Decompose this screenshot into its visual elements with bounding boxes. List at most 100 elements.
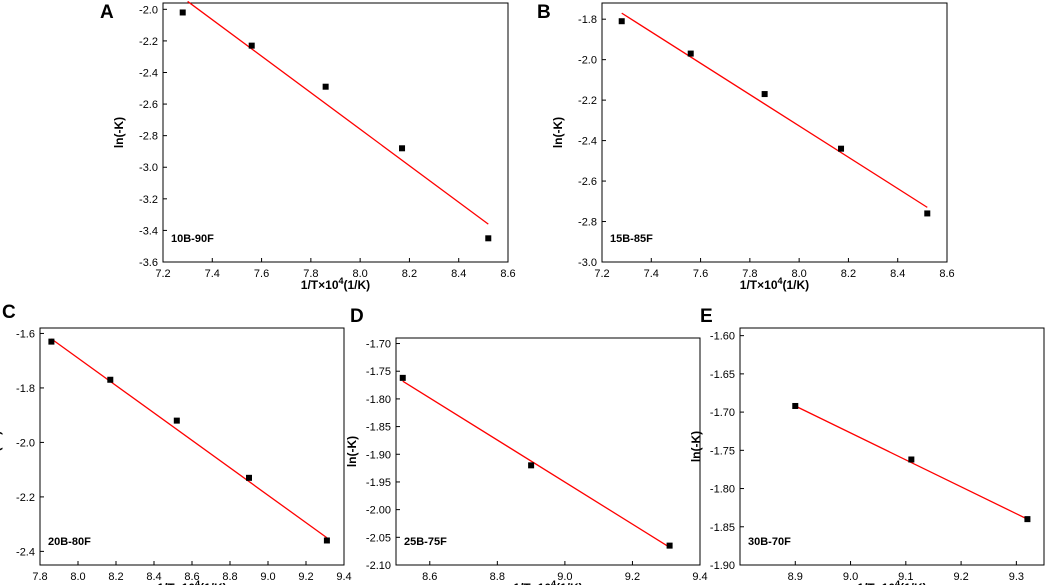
- panel-a-ytick-label: -3.2: [139, 194, 158, 206]
- panel-b-ytick-label: -3.0: [578, 257, 597, 269]
- panel-a-ytick-label: -3.6: [139, 257, 158, 269]
- panel-e-x-axis-label-main: 1/T×10: [857, 581, 895, 585]
- panel-d-ytick-label: -2.00: [366, 505, 391, 517]
- panel-e-fit-line: [794, 405, 1028, 520]
- panel-b-ytick-label: -2.4: [578, 136, 597, 148]
- panel-d-ytick-label: -2.10: [366, 560, 391, 572]
- panel-c-x-axis-label-unit: (1/K): [200, 581, 227, 585]
- panel-b-xtick-label: 7.2: [594, 268, 609, 280]
- panel-d-ytick-label: -1.95: [366, 477, 391, 489]
- panel-a-ytick-label: -3.4: [139, 225, 158, 237]
- panel-d-data-point: [666, 542, 673, 549]
- panel-a-data-point: [485, 235, 492, 242]
- panel-d-frame: [395, 337, 701, 566]
- panel-c-xtick-label: 8.4: [146, 571, 161, 583]
- panel-a-data-point: [179, 9, 186, 16]
- panel-b-ytick-label: -2.2: [578, 95, 597, 107]
- panel-b-ytick-label: -2.8: [578, 217, 597, 229]
- panel-b-xtick-label: 8.2: [841, 268, 856, 280]
- panel-a-y-axis-label: ln(-K): [112, 117, 126, 148]
- panel-e-x-axis-label-unit: (1/K): [900, 581, 927, 585]
- panel-a-ytick-label: -2.4: [139, 67, 158, 79]
- panel-d-xtick-label: 9.0: [557, 571, 572, 583]
- panel-b-ytick-label: -1.8: [578, 14, 597, 26]
- panel-a-x-axis-label-unit: (1/K): [344, 278, 371, 292]
- panel-d-sample-annotation: 25B-75F: [404, 536, 447, 548]
- panel-b-sample-annotation: 15B-85F: [610, 233, 653, 245]
- panel-b-ytick-label: -2.6: [578, 176, 597, 188]
- panel-d-ytick-label: -1.80: [366, 394, 391, 406]
- panel-e-y-axis-label: ln(-K): [689, 431, 703, 462]
- panel-c-data-point: [323, 537, 330, 544]
- panel-c-xtick-label: 9.2: [298, 571, 313, 583]
- panel-e-sample-annotation: 30B-70F: [748, 536, 791, 548]
- panel-c-ytick-label: -2.2: [16, 492, 35, 504]
- panel-d-xtick-label: 9.2: [625, 571, 640, 583]
- panel-a-xtick-label: 8.6: [500, 268, 515, 280]
- panel-e-letter: E: [700, 306, 713, 327]
- panel-a-xtick-label: 7.6: [254, 268, 269, 280]
- panel-d-xtick-label: 8.8: [490, 571, 505, 583]
- panel-e-x-axis-label-sup: 4: [895, 579, 900, 585]
- panel-d-xtick-label: 8.6: [422, 571, 437, 583]
- panel-a-ytick-label: -2.8: [139, 131, 158, 143]
- panel-c-x-axis-label: 1/T×104(1/K): [157, 579, 226, 585]
- panel-a-letter: A: [100, 2, 114, 23]
- panel-d-ytick-label: -1.90: [366, 449, 391, 461]
- panel-a-data-point: [399, 145, 406, 152]
- panel-a-x-axis-label-main: 1/T×10: [301, 278, 339, 292]
- panel-e-ytick-label: -1.70: [710, 407, 735, 419]
- panel-c-ytick-label: -2.4: [16, 546, 35, 558]
- panel-c-xtick-label: 7.8: [32, 571, 47, 583]
- panel-d-fit-line: [402, 380, 670, 548]
- panel-e-xtick-label: 9.0: [843, 571, 858, 583]
- panel-e-ytick-label: -1.80: [710, 484, 735, 496]
- panel-b-xtick-label: 7.4: [644, 268, 659, 280]
- panel-e-ytick-label: -1.60: [710, 331, 735, 343]
- panel-e-data-point: [1024, 516, 1031, 523]
- panel-e-data-point: [792, 402, 799, 409]
- panel-a-xtick-label: 7.2: [155, 268, 170, 280]
- panel-c-xtick-label: 8.8: [222, 571, 237, 583]
- panel-e-xtick-label: 8.9: [788, 571, 803, 583]
- panel-d-x-axis-label-unit: (1/K): [556, 581, 583, 585]
- panel-d-data-point: [528, 462, 535, 469]
- panel-c-y-axis-label: ln(-K): [0, 431, 3, 462]
- panel-b-x-axis-label: 1/T×104(1/K): [740, 276, 809, 292]
- panel-b-data-point: [761, 91, 768, 98]
- panel-b-data-point: [838, 145, 845, 152]
- panel-e-ytick-label: -1.85: [710, 522, 735, 534]
- panel-d-x-axis-label: 1/T×104(1/K): [513, 579, 582, 585]
- panel-b-data-point: [924, 210, 931, 217]
- panel-c-ytick-label: -1.6: [16, 328, 35, 340]
- panel-a-xtick-label: 8.0: [352, 268, 367, 280]
- panel-a-ytick-label: -2.0: [139, 4, 158, 16]
- panel-c-fit-line: [51, 338, 328, 539]
- panel-a-ytick-label: -2.6: [139, 99, 158, 111]
- panel-a-xtick-label: 7.4: [205, 268, 220, 280]
- panel-a-xtick-label: 7.8: [303, 268, 318, 280]
- panel-a-ytick-label: -2.2: [139, 36, 158, 48]
- panel-c-sample-annotation: 20B-80F: [48, 536, 91, 548]
- panel-c-x-axis-label-sup: 4: [195, 579, 200, 585]
- panel-a-sample-annotation: 10B-90F: [171, 233, 214, 245]
- panel-d-y-axis-label: ln(-K): [345, 436, 359, 467]
- panel-e-ytick-label: -1.65: [710, 369, 735, 381]
- panel-a-x-axis-label-sup: 4: [339, 276, 344, 286]
- panel-e-xtick-label: 9.2: [953, 571, 968, 583]
- panel-e-ytick-label: -1.90: [710, 560, 735, 572]
- panel-b-x-axis-label-sup: 4: [778, 276, 783, 286]
- panel-b-x-axis-label-unit: (1/K): [783, 278, 810, 292]
- panel-c-data-point: [107, 376, 114, 383]
- panel-e-ytick-label: -1.75: [710, 445, 735, 457]
- panel-d-data-point: [399, 374, 406, 381]
- panel-c-xtick-label: 9.0: [260, 571, 275, 583]
- panel-b-x-axis-label-main: 1/T×10: [740, 278, 778, 292]
- panel-d-letter: D: [350, 306, 364, 327]
- panel-c-data-point: [246, 474, 252, 481]
- panel-e-frame: [739, 327, 1045, 566]
- panel-b-xtick-label: 8.4: [890, 268, 905, 280]
- panel-e-xtick-label: 9.3: [1009, 571, 1024, 583]
- panel-a-data-point: [248, 42, 255, 49]
- panel-d-ytick-label: -1.75: [366, 366, 391, 378]
